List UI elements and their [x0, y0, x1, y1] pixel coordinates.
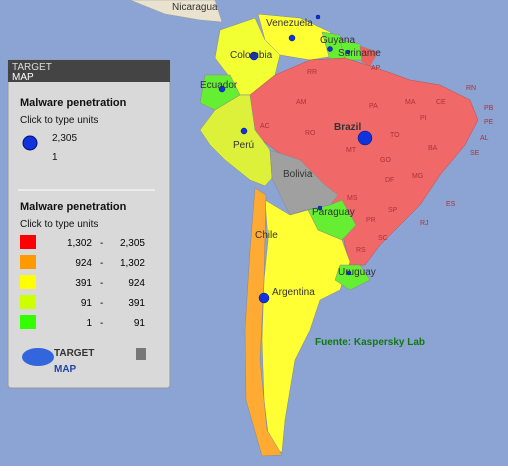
legend-to: 1,302 — [120, 258, 145, 269]
legend-from: 1,302 — [67, 238, 92, 249]
state-label: ES — [446, 201, 456, 208]
country-label: Guyana — [320, 35, 355, 46]
bubble-max: 2,305 — [52, 133, 77, 144]
markers — [218, 14, 373, 304]
country-labels: Nicaragua Venezuela Guyana Suriname Colo… — [172, 2, 381, 298]
marker — [288, 34, 296, 42]
legend-to: 2,305 — [120, 238, 145, 249]
state-label: AP — [371, 65, 381, 72]
state-label: SP — [388, 207, 398, 214]
legend-title: Malware penetration — [20, 201, 127, 213]
legend-swatch — [20, 255, 36, 269]
venezuela-shape — [257, 13, 341, 61]
country-label: Chile — [255, 230, 278, 241]
marker — [258, 292, 270, 304]
state-label: MG — [412, 173, 423, 180]
legend-from: 924 — [75, 258, 92, 269]
country-label: Argentina — [272, 287, 315, 298]
legend-to: 924 — [128, 278, 145, 289]
state-label: RO — [305, 130, 316, 137]
state-label: TO — [390, 132, 400, 139]
central-america — [129, 0, 223, 23]
bubble-icon — [22, 135, 38, 151]
state-label: SC — [378, 235, 388, 242]
state-label: DF — [385, 177, 394, 184]
marker — [357, 130, 373, 146]
legend-dash: - — [100, 318, 103, 329]
legend-swatch — [20, 235, 36, 249]
legend-swatch — [20, 295, 36, 309]
argentina-shape — [261, 199, 351, 453]
legend-from: 391 — [75, 278, 92, 289]
panel-header — [8, 60, 170, 82]
state-label: RS — [356, 247, 366, 254]
legend-subtitle: Click to type units — [20, 219, 98, 230]
state-label: PR — [366, 217, 376, 224]
legend-dash: - — [100, 238, 103, 249]
marker — [249, 51, 259, 61]
country-label: Paraguay — [312, 207, 355, 218]
marker — [315, 14, 321, 20]
country-label: Uruguay — [338, 267, 376, 278]
state-labels: AM PA MA CE RN PB PE AL SE BA TO PI MT GO MG ES RJ SP MS PR… — [260, 65, 494, 254]
state-label: PA — [369, 103, 378, 110]
country-label: Colombia — [230, 50, 273, 61]
state-label: RN — [466, 85, 476, 92]
legend-from: 1 — [86, 318, 92, 329]
marker — [345, 49, 351, 55]
logo: MAP — [12, 72, 34, 83]
legend-dash: - — [100, 278, 103, 289]
marker — [327, 46, 333, 52]
state-label: AC — [260, 123, 270, 130]
state-label: PB — [484, 105, 494, 112]
brand: MAP — [54, 364, 77, 375]
legend-from: 91 — [81, 298, 93, 309]
logo: TARGET — [12, 62, 52, 73]
country-label: Nicaragua — [172, 2, 218, 13]
panel-title: Malware penetration — [20, 97, 127, 109]
source-note: Fuente: Kaspersky Lab — [315, 337, 425, 348]
marker — [317, 205, 323, 211]
state-label: PE — [484, 119, 494, 126]
state-label: RJ — [420, 220, 429, 227]
state-label: MS — [347, 195, 358, 202]
state-label: SE — [470, 150, 480, 157]
country-label: Bolivia — [283, 169, 313, 180]
state-label: MA — [405, 99, 416, 106]
brand-icon — [22, 348, 54, 366]
country-label: Perú — [233, 140, 254, 151]
country-label: Ecuador — [200, 80, 238, 91]
country-label: Suriname — [338, 48, 381, 59]
country-label: Venezuela — [266, 18, 313, 29]
marker — [346, 270, 352, 276]
legend-swatch — [20, 275, 36, 289]
bubble-min: 1 — [52, 152, 58, 163]
panel-subtitle: Click to type units — [20, 115, 98, 126]
brand: TARGET — [54, 348, 94, 359]
legend-to: 391 — [128, 298, 145, 309]
legend-dash: - — [100, 298, 103, 309]
marker — [240, 127, 248, 135]
state-label: RR — [307, 69, 317, 76]
state-label: GO — [380, 157, 391, 164]
icon — [136, 348, 146, 360]
state-label: CE — [436, 99, 446, 106]
chile-shape — [244, 187, 283, 457]
uruguay-shape — [334, 264, 371, 291]
state-label: AM — [296, 99, 307, 106]
state-label: AL — [480, 135, 489, 142]
country-label: Brazil — [334, 122, 361, 133]
legend-swatch — [20, 315, 36, 329]
marker — [218, 85, 226, 93]
legend-panel: TARGET MAP Malware penetration Click to … — [7, 59, 171, 389]
state-label: BA — [428, 145, 438, 152]
legend-dash: - — [100, 258, 103, 269]
legend-to: 91 — [134, 318, 146, 329]
bolivia-shape — [269, 149, 339, 216]
state-label: PI — [420, 115, 427, 122]
state-label: MT — [346, 147, 357, 154]
